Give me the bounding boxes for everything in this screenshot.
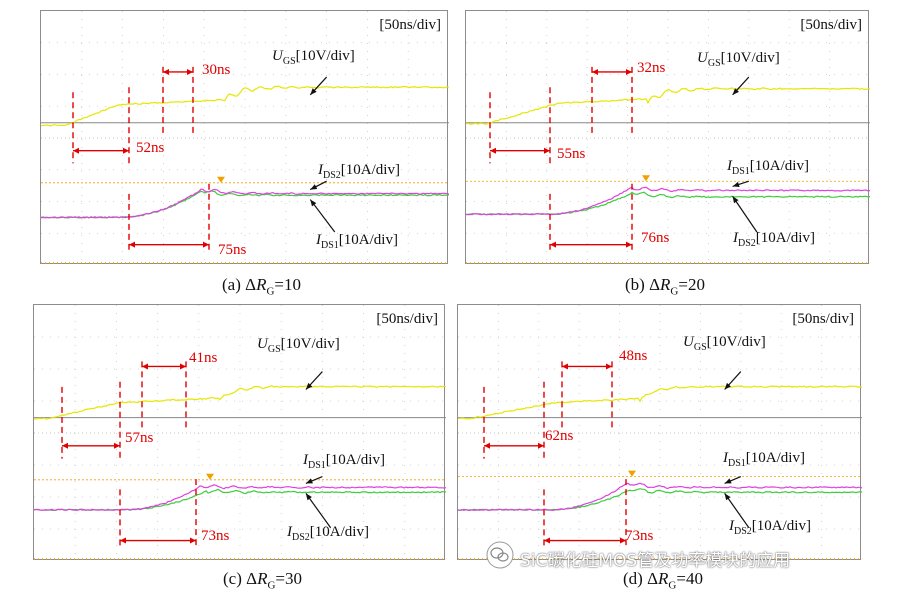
ugs-delay-arrow-head-left — [62, 443, 68, 449]
caption-d: (d) ΔRG=40 — [623, 569, 703, 591]
plateau-arrow-head-right — [606, 363, 612, 369]
plateau-arrow-head-left — [142, 363, 148, 369]
scope-screen-b: [50ns/div] — [465, 10, 869, 264]
peak-marker-icon — [206, 474, 214, 480]
ugs-delay-label: 52ns — [136, 140, 164, 157]
ugs-trace — [458, 386, 862, 419]
current-rise-arrow-head-left — [544, 538, 550, 544]
current-rise-arrow-head-left — [120, 538, 126, 544]
plateau-time-label: 30ns — [202, 62, 230, 79]
ugs-delay-label: 55ns — [557, 146, 585, 163]
scope-plot-b — [466, 11, 870, 265]
current-label-top: IDS1[10A/div] — [723, 450, 805, 469]
plateau-time-label: 41ns — [189, 350, 217, 367]
ugs-trace — [41, 86, 449, 126]
ids-trace-green — [458, 489, 862, 511]
scope-plot-a — [41, 11, 449, 265]
ids-trace-pink — [466, 187, 870, 215]
bottom-current-pointer — [733, 196, 757, 232]
ugs-delay-arrow-head-right — [544, 148, 550, 154]
ugs-trace — [466, 88, 870, 124]
ugs-label: UGS[10V/div] — [697, 50, 780, 69]
current-rise-arrow-head-right — [190, 538, 196, 544]
plateau-arrow-head-right — [626, 69, 632, 75]
time-scale-label: [50ns/div] — [379, 17, 441, 34]
ugs-delay-label: 57ns — [125, 430, 153, 447]
ugs-delay-arrow-head-left — [484, 443, 490, 449]
plateau-arrow-head-left — [592, 69, 598, 75]
bottom-current-pointer-head — [310, 200, 316, 207]
plateau-arrow-head-right — [187, 69, 193, 75]
ugs-delay-label: 62ns — [545, 428, 573, 445]
current-label-bottom: IDS2[10A/div] — [287, 524, 369, 543]
plateau-time-label: 48ns — [619, 348, 647, 365]
peak-marker-icon — [217, 177, 225, 183]
current-rise-label: 76ns — [641, 230, 669, 247]
ids-trace-pink — [458, 483, 862, 510]
caption-b: (b) ΔRG=20 — [625, 275, 705, 297]
scope-plot-c — [34, 305, 446, 561]
ugs-label: UGS[10V/div] — [257, 336, 340, 355]
time-scale-label: [50ns/div] — [792, 311, 854, 328]
caption-c: (c) ΔRG=30 — [223, 569, 302, 591]
current-rise-arrow-head-left — [129, 242, 135, 248]
bottom-current-pointer-head — [306, 493, 312, 500]
time-scale-label: [50ns/div] — [800, 17, 862, 34]
current-label-bottom: IDS2[10A/div] — [733, 230, 815, 249]
current-label-bottom: IDS1[10A/div] — [316, 232, 398, 251]
current-rise-label: 73ns — [201, 528, 229, 545]
time-scale-label: [50ns/div] — [376, 311, 438, 328]
plateau-arrow-head-right — [180, 363, 186, 369]
current-label-top: IDS2[10A/div] — [318, 162, 400, 181]
current-rise-label: 75ns — [218, 242, 246, 259]
ugs-delay-arrow-head-left — [73, 148, 79, 154]
ugs-label: UGS[10V/div] — [683, 334, 766, 353]
ugs-label: UGS[10V/div] — [272, 48, 355, 67]
current-rise-arrow-head-right — [626, 242, 632, 248]
ids-trace-green — [34, 489, 446, 510]
watermark-text: SiC碳化硅MOS管及功率模块的应用 — [520, 546, 790, 571]
ugs-delay-arrow-head-left — [490, 148, 496, 154]
peak-marker-icon — [628, 471, 636, 477]
plateau-time-label: 32ns — [637, 60, 665, 77]
wechat-logo-icon — [486, 541, 514, 569]
current-rise-label: 73ns — [625, 528, 653, 545]
ugs-delay-arrow-head-right — [538, 443, 544, 449]
plateau-arrow-head-left — [562, 363, 568, 369]
current-label-bottom: IDS2[10A/div] — [729, 518, 811, 537]
current-label-top: IDS1[10A/div] — [303, 452, 385, 471]
ugs-delay-arrow-head-right — [123, 148, 129, 154]
peak-marker-icon — [642, 175, 650, 181]
bottom-current-pointer-head — [725, 493, 731, 500]
ugs-delay-arrow-head-right — [114, 443, 120, 449]
current-label-top: IDS1[10A/div] — [727, 158, 809, 177]
top-current-pointer-head — [733, 182, 740, 187]
scope-screen-a: [50ns/div] — [40, 10, 448, 264]
plateau-arrow-head-left — [163, 69, 169, 75]
current-rise-arrow-head-left — [550, 242, 556, 248]
scope-screen-c: [50ns/div] — [33, 304, 445, 560]
caption-a: (a) ΔRG=10 — [222, 275, 301, 297]
ugs-trace — [34, 386, 446, 419]
current-rise-arrow-head-right — [203, 242, 209, 248]
